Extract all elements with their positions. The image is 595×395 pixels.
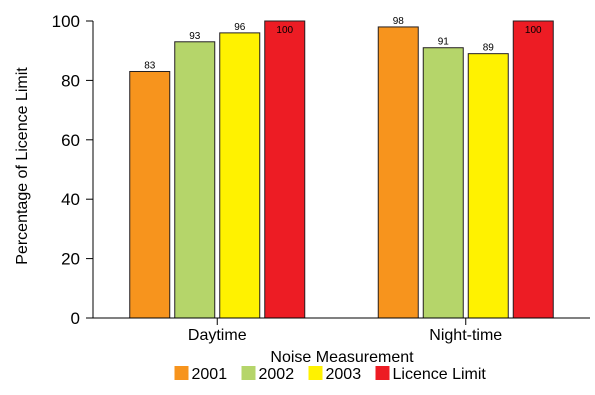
y-tick-label: 100 [52, 12, 80, 31]
bar-value-label: 83 [144, 60, 156, 71]
x-axis: Daytime Night-time [93, 317, 590, 344]
bars: 83 93 96 100 98 91 89 100 [129, 16, 554, 319]
bar [512, 20, 554, 319]
y-axis: 0 20 40 60 80 100 [52, 12, 94, 328]
bar [174, 41, 216, 319]
bar-value-label: 98 [393, 16, 405, 27]
legend-label: 2001 [192, 366, 228, 383]
bar-value-label: 89 [483, 43, 495, 54]
legend-swatch [174, 366, 189, 380]
legend: 2001 2002 2003 Licence Limit [174, 366, 487, 383]
bar [422, 47, 464, 319]
y-tick-label: 80 [61, 71, 80, 90]
bar-value-label: 100 [276, 25, 293, 36]
legend-label: Licence Limit [393, 366, 487, 383]
bar [377, 26, 419, 319]
legend-swatch [375, 366, 390, 380]
x-tick-label: Night-time [429, 327, 502, 344]
x-axis-title: Noise Measurement [270, 349, 414, 366]
bar-value-label: 93 [189, 31, 201, 42]
legend-swatch [308, 366, 323, 380]
y-tick-label: 40 [61, 190, 80, 209]
legend-swatch [241, 366, 256, 380]
bar [264, 20, 306, 319]
bar [219, 32, 261, 319]
bar-value-label: 96 [234, 22, 246, 33]
legend-label: 2003 [326, 366, 362, 383]
y-tick-label: 0 [71, 309, 80, 328]
y-axis-title: Percentage of Licence Limit [14, 67, 31, 265]
legend-item: 2003 [308, 366, 362, 383]
bar-value-label: 100 [525, 25, 542, 36]
x-tick-label: Daytime [188, 327, 247, 344]
y-tick-label: 60 [61, 131, 80, 150]
y-tick-label: 20 [61, 250, 80, 269]
bar-value-label: 91 [438, 37, 450, 48]
bar [129, 70, 171, 319]
bar [467, 53, 509, 319]
legend-label: 2002 [259, 366, 295, 383]
legend-item: 2002 [241, 366, 295, 383]
legend-item: 2001 [174, 366, 228, 383]
legend-item: Licence Limit [375, 366, 487, 383]
